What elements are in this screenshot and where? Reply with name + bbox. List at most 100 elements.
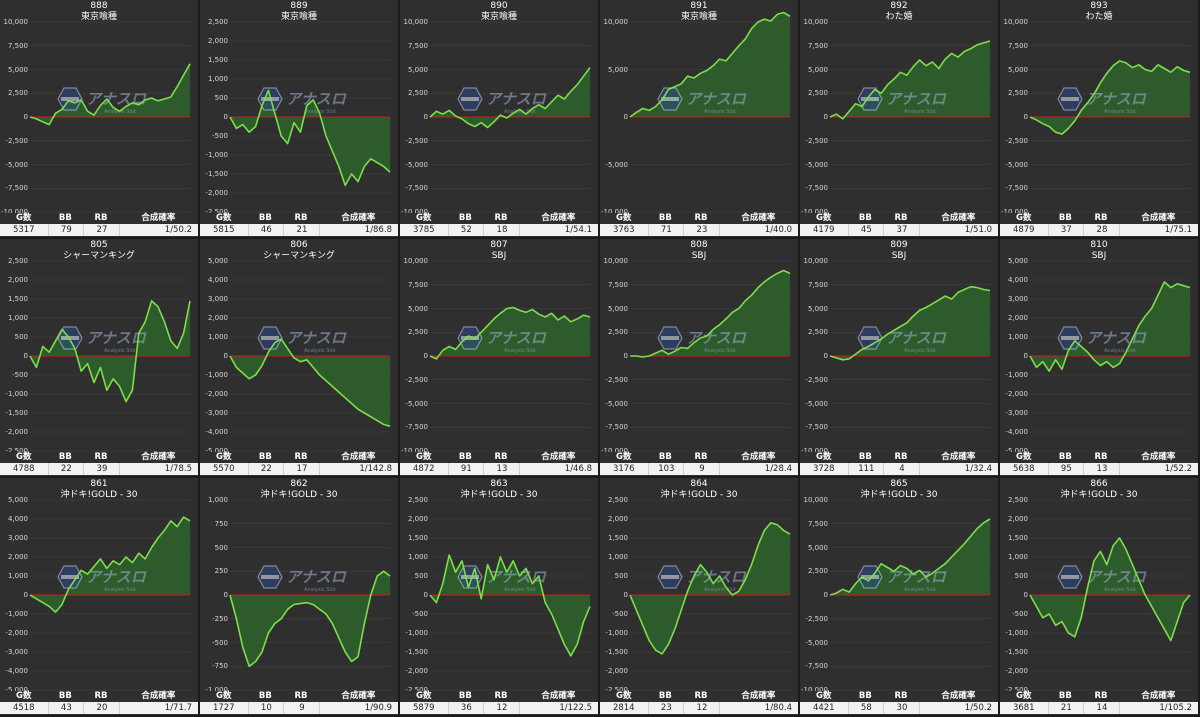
y-tick-label: 500 — [14, 333, 28, 341]
y-tick-label: -1,500 — [405, 648, 428, 656]
stats-header-cell: BB — [1058, 691, 1072, 701]
y-tick-label: -2,500 — [405, 375, 428, 384]
y-tick-label: -1,000 — [5, 610, 28, 618]
machine-name: わた婚 — [885, 12, 913, 22]
stats-value-bb: 111 — [847, 463, 885, 475]
y-tick-label: -500 — [412, 610, 428, 618]
y-tick-label: 5,000 — [1007, 257, 1028, 265]
y-tick-label: 4,000 — [207, 276, 228, 284]
stats-header-cell: 合成確率 — [741, 452, 776, 462]
y-tick-label: -2,000 — [605, 667, 628, 675]
stats-table: G数 BB RB 合成確率 4879 37 28 1/75.1 — [1000, 213, 1198, 236]
stats-header-row: G数 BB RB 合成確率 — [800, 213, 998, 224]
y-tick-label: -5,000 — [805, 160, 828, 169]
svg-text:Analysis Slot: Analysis Slot — [504, 587, 536, 593]
series-area — [1030, 538, 1190, 641]
y-tick-label: -500 — [1012, 610, 1028, 618]
stats-header-cell: BB — [58, 452, 72, 462]
y-tick-label: 0 — [223, 113, 228, 121]
stats-header-cell: BB — [458, 452, 472, 462]
stats-header-cell: 合成確率 — [141, 452, 176, 462]
stats-header-cell: 合成確率 — [741, 213, 776, 223]
stats-table: G数 BB RB 合成確率 3763 71 23 1/40.0 — [600, 213, 798, 236]
stats-value-rb: 12 — [683, 702, 720, 714]
y-tick-label: -2,000 — [205, 390, 228, 398]
stats-header-cell: RB — [894, 452, 908, 462]
y-tick-label: 0 — [1023, 352, 1028, 360]
y-tick-label: 1,000 — [607, 553, 628, 561]
y-tick-label: 2,000 — [407, 515, 428, 523]
series-line — [429, 306, 591, 360]
stats-value-rate: 1/80.4 — [718, 702, 798, 714]
stats-header-cell: G数 — [416, 452, 432, 462]
y-tick-label: -500 — [212, 132, 228, 140]
y-tick-label: 0 — [423, 591, 428, 599]
y-tick-label: -1,000 — [1005, 371, 1028, 379]
machine-name: SBJ — [891, 251, 907, 261]
y-tick-label: -5,000 — [5, 160, 28, 169]
machine-number: 890 — [490, 1, 508, 11]
y-tick-label: 1,000 — [207, 333, 228, 341]
machine-name: 沖ドキ!GOLD - 30 — [1060, 490, 1138, 500]
y-tick-label: 1,000 — [1007, 553, 1028, 561]
y-tick-label: 7,500 — [807, 41, 828, 50]
stats-header-cell: 合成確率 — [141, 213, 176, 223]
series-line — [229, 338, 391, 428]
y-tick-label: 10,000 — [803, 257, 829, 265]
stats-value-row: 3763 71 23 1/40.0 — [600, 224, 798, 236]
machine-name: 沖ドキ!GOLD - 30 — [60, 490, 138, 500]
y-tick-label: -7,500 — [805, 662, 828, 671]
y-tick-label: 1,000 — [207, 496, 228, 504]
y-tick-label: 750 — [214, 519, 228, 528]
stats-header-row: G数 BB RB 合成確率 — [600, 452, 798, 463]
stats-value-rb: 13 — [483, 463, 520, 475]
svg-text:アナスロ: アナスロ — [886, 90, 947, 108]
stats-value-rate: 1/75.1 — [1118, 224, 1198, 236]
stats-value-bb: 46 — [247, 224, 285, 236]
stats-value-row: 5317 79 27 1/50.2 — [0, 224, 198, 236]
stats-header-cell: 合成確率 — [941, 691, 976, 701]
svg-text:Analysis Slot: Analysis Slot — [904, 587, 936, 593]
machine-name: SBJ — [1091, 251, 1107, 261]
y-tick-label: -4,000 — [1005, 428, 1028, 436]
stats-header-cell: BB — [258, 213, 272, 223]
y-tick-label: 5,000 — [407, 304, 428, 313]
stats-header-cell: RB — [94, 691, 108, 701]
stats-table: G数 BB RB 合成確率 3785 52 18 1/54.1 — [400, 213, 598, 236]
machine-panel-863: 863 沖ドキ!GOLD - 30 アナスロ Analysis Slot 2,500 2,… — [400, 478, 598, 715]
stats-header-row: G数 BB RB 合成確率 — [200, 691, 398, 702]
svg-text:アナスロ: アナスロ — [1086, 568, 1147, 586]
y-tick-label: -10,000 — [1000, 208, 1028, 216]
y-tick-label: -1,000 — [205, 686, 228, 694]
series-line — [229, 89, 391, 187]
svg-text:アナスロ: アナスロ — [486, 90, 547, 108]
y-tick-label: 7,500 — [7, 41, 28, 50]
svg-text:アナスロ: アナスロ — [1086, 90, 1147, 108]
stats-header-cell: RB — [894, 213, 908, 223]
y-tick-label: 10,000 — [603, 257, 629, 265]
stats-header-row: G数 BB RB 合成確率 — [1000, 213, 1198, 224]
stats-value-g: 4872 — [412, 464, 435, 474]
y-tick-label: -1,000 — [405, 629, 428, 637]
machine-name: SBJ — [691, 251, 707, 261]
stats-table: G数 BB RB 合成確率 1727 10 9 1/90.9 — [200, 691, 398, 714]
y-tick-label: -5,000 — [605, 160, 628, 169]
stats-header-cell: G数 — [616, 691, 632, 701]
svg-text:Analysis Slot: Analysis Slot — [1104, 587, 1136, 593]
stats-header-cell: G数 — [416, 213, 432, 223]
y-tick-label: 0 — [623, 113, 628, 121]
stats-header-cell: 合成確率 — [541, 691, 576, 701]
y-tick-label: 5,000 — [807, 304, 828, 313]
machine-panel-810: 810 SBJ アナスロ Analysis Slot 5,000 4,000 3,000 2,… — [1000, 239, 1198, 476]
stats-header-cell: BB — [858, 691, 872, 701]
y-tick-label: 5,000 — [1007, 65, 1028, 74]
y-tick-label: 5,000 — [807, 543, 828, 552]
y-tick-label: 0 — [623, 591, 628, 599]
y-tick-label: 7,500 — [407, 41, 428, 50]
